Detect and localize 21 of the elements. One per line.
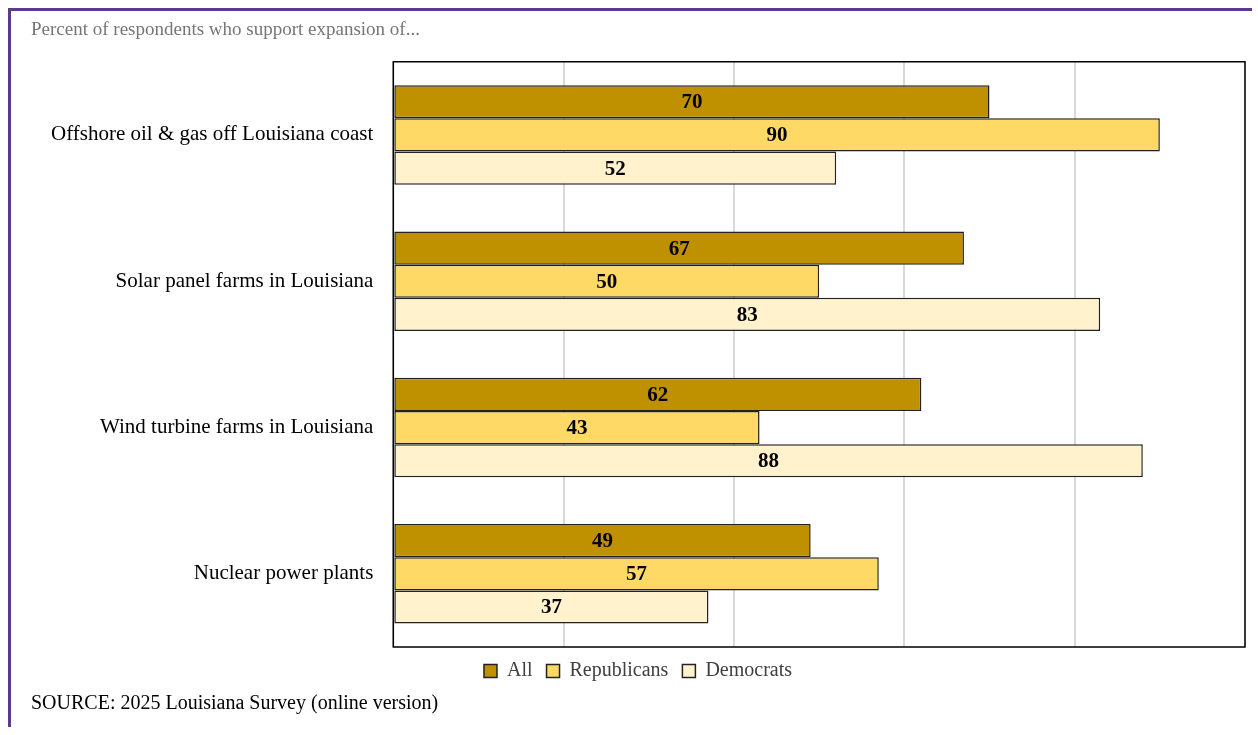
data-label: 57	[626, 561, 648, 586]
source-note: SOURCE: 2025 Louisiana Survey (online version)	[30, 691, 440, 714]
data-label: 49	[591, 528, 613, 553]
data-label: 52	[604, 155, 626, 180]
data-label: 43	[566, 414, 588, 439]
y-tick-label: Solar panel farms in Louisiana	[115, 267, 374, 292]
y-tick-label: Nuclear power plants	[193, 560, 374, 585]
data-label: 88	[758, 448, 780, 473]
data-label: 83	[736, 301, 758, 326]
data-label: 62	[647, 381, 669, 406]
legend-label: Republicans	[569, 658, 669, 682]
data-label: 90	[766, 122, 788, 147]
y-tick-label: Offshore oil & gas off Louisiana coast	[50, 121, 374, 146]
data-label: 37	[540, 594, 562, 619]
y-tick-label: Wind turbine farms in Louisiana	[100, 414, 374, 439]
data-label: 70	[681, 89, 703, 114]
text: Percent of respondents who support expansion of...	[31, 18, 420, 40]
legend-label: All	[506, 658, 533, 681]
data-label: 67	[668, 235, 690, 260]
data-label: 50	[596, 268, 618, 293]
legend-label: Democrats	[705, 658, 793, 681]
